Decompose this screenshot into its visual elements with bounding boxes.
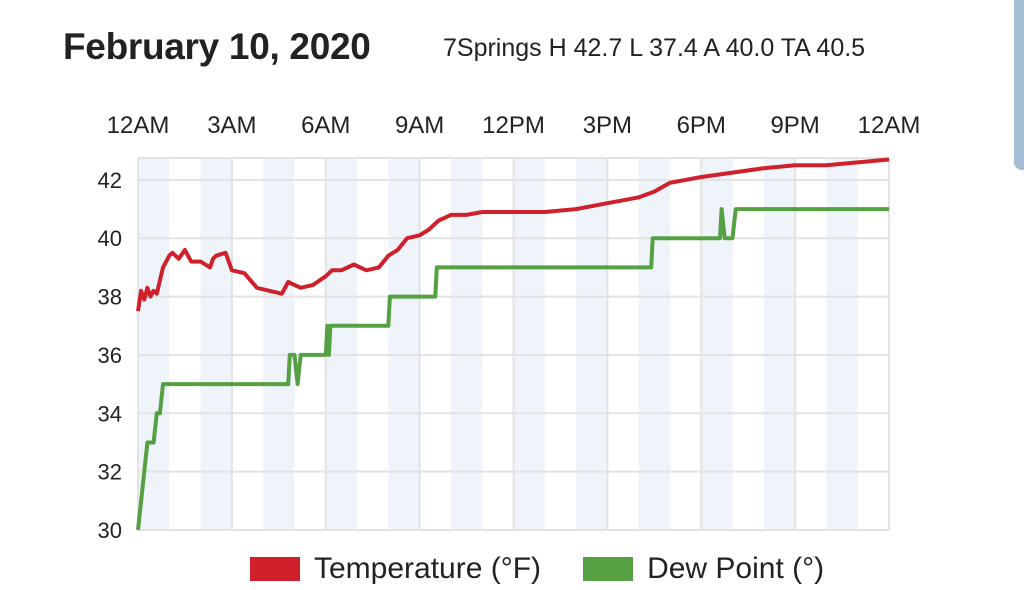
legend-swatch-temperature	[250, 557, 300, 581]
x-tick-label: 12AM	[858, 112, 921, 139]
y-tick-label: 38	[98, 285, 122, 310]
hour-band	[638, 158, 670, 530]
x-tick-label: 12AM	[107, 112, 170, 139]
legend-item-temperature[interactable]: Temperature (°F)	[250, 552, 541, 586]
hour-band	[513, 158, 545, 530]
hour-band	[826, 158, 858, 530]
x-tick-label: 6AM	[301, 112, 350, 139]
hour-band	[450, 158, 483, 530]
hour-band	[701, 158, 733, 530]
y-tick-label: 32	[98, 460, 122, 485]
chart-title: February 10, 2020	[63, 26, 371, 67]
hour-band	[263, 158, 295, 530]
x-tick-label: 9AM	[395, 112, 444, 139]
x-tick-label: 12PM	[482, 112, 545, 139]
y-tick-label: 34	[98, 401, 122, 426]
hour-band	[763, 158, 796, 530]
legend-swatch-dew-point	[583, 557, 634, 581]
y-tick-label: 42	[98, 168, 122, 193]
scrollbar-thumb[interactable]	[1014, 0, 1024, 170]
hour-band	[200, 158, 232, 530]
hour-band	[576, 158, 608, 530]
y-tick-label: 40	[98, 226, 122, 251]
x-tick-label: 3PM	[583, 112, 632, 139]
y-tick-label: 30	[98, 518, 122, 543]
y-tick-label: 36	[98, 343, 122, 368]
legend: Temperature (°F) Dew Point (°)	[250, 552, 866, 586]
legend-label-dew-point: Dew Point (°)	[647, 552, 825, 585]
hour-band	[388, 158, 420, 530]
dew-point-line	[136, 207, 889, 531]
x-tick-label: 6PM	[677, 112, 726, 139]
temperature-line	[136, 157, 890, 312]
station-summary: 7Springs H 42.7 L 37.4 A 40.0 TA 40.5	[443, 34, 866, 62]
legend-label-temperature: Temperature (°F)	[314, 552, 542, 585]
x-tick-label: 3AM	[207, 112, 256, 139]
x-tick-label: 9PM	[770, 112, 819, 139]
legend-item-dew-point[interactable]: Dew Point (°)	[583, 552, 824, 586]
